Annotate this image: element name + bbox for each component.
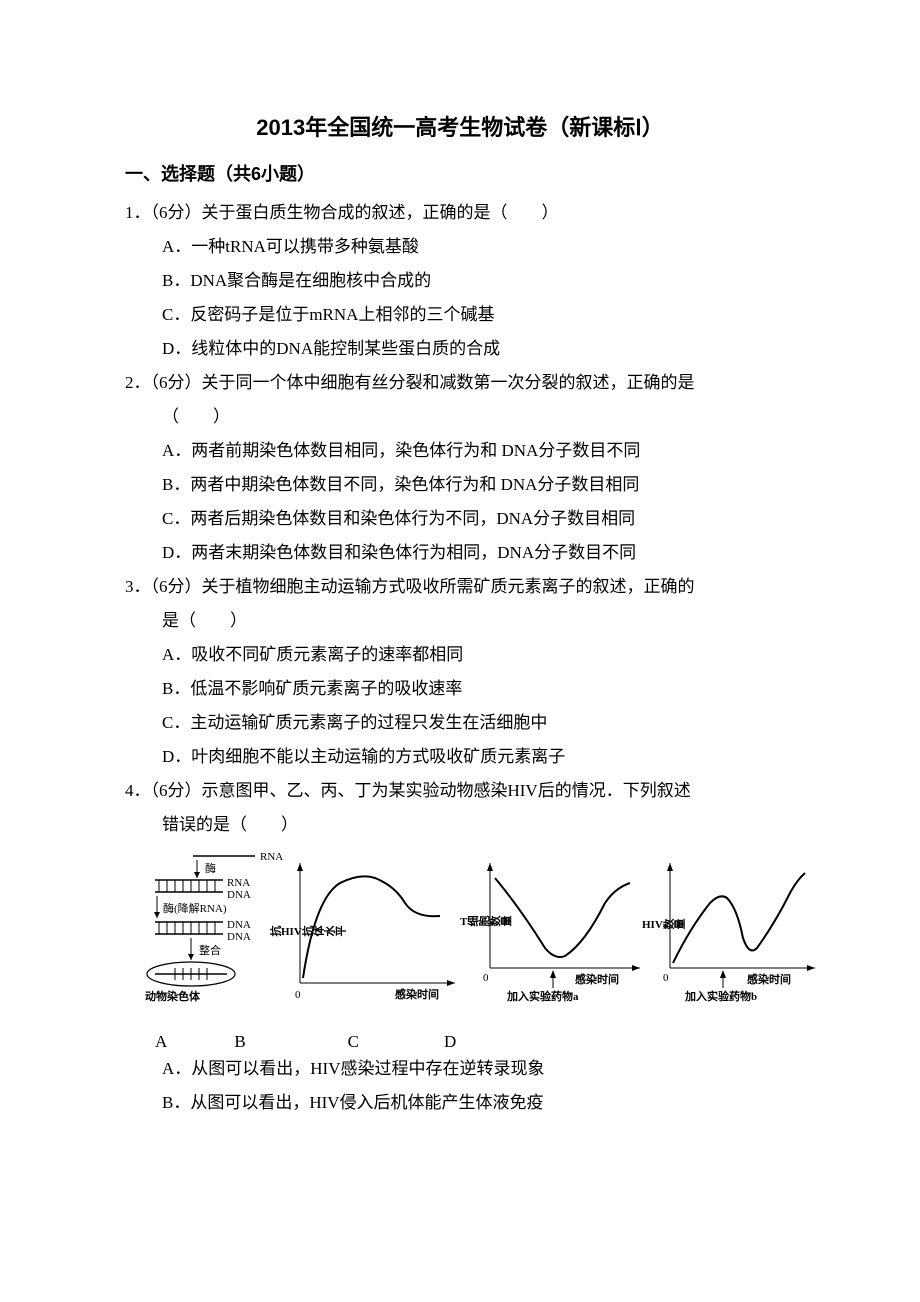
svg-text:DNA: DNA: [227, 889, 251, 901]
q3-optC: C．主动运输矿质元素离子的过程只发生在活细胞中: [125, 706, 795, 740]
svg-text:感染时间: 感染时间: [747, 972, 791, 986]
svg-text:T细胞数量: T细胞数量: [460, 916, 511, 929]
q4-stem-cont: 错误的是（ ）: [125, 808, 795, 842]
section-heading: 一、选择题（共6小题）: [125, 160, 795, 186]
q2-stem-cont: （ ）: [125, 400, 795, 434]
svg-text:0: 0: [663, 972, 669, 984]
svg-text:0: 0: [483, 972, 489, 984]
q2-optA: A．两者前期染色体数目相同，染色体行为和 DNA分子数目不同: [125, 434, 795, 468]
svg-text:HIV数量: HIV数量: [642, 919, 685, 932]
q3-optB: B．低温不影响矿质元素离子的吸收速率: [125, 672, 795, 706]
svg-text:酶(降解RNA): 酶(降解RNA): [163, 901, 227, 915]
svg-text:DNA: DNA: [227, 919, 251, 931]
q1-optD: D．线粒体中的DNA能控制某些蛋白质的合成: [125, 332, 795, 366]
svg-text:酶: 酶: [205, 862, 216, 875]
panelC: T细胞数量 0 感染时间 加入实验药物a: [460, 863, 640, 1003]
svg-text:RNA: RNA: [227, 877, 250, 889]
q4-figure: RNA 酶 RNA DN: [125, 848, 795, 1023]
q2-optB: B．两者中期染色体数目不同，染色体行为和 DNA分子数目相同: [125, 468, 795, 502]
svg-text:加入实验药物b: 加入实验药物b: [684, 989, 757, 1003]
q4-svg: RNA 酶 RNA DN: [135, 848, 815, 1018]
q1-optC: C．反密码子是位于mRNA上相邻的三个碱基: [125, 298, 795, 332]
panelD: HIV数量 0 感染时间 加入实验药物b: [642, 863, 815, 1003]
q3-stem: 3．（6分）关于植物细胞主动运输方式吸收所需矿质元素离子的叙述，正确的: [125, 570, 795, 604]
exam-title: 2013年全国统一高考生物试卷（新课标Ⅰ）: [125, 110, 795, 142]
q4-optA: A．从图可以看出，HIV感染过程中存在逆转录现象: [125, 1052, 795, 1086]
q1-optB: B．DNA聚合酶是在细胞核中合成的: [125, 264, 795, 298]
q4-stem: 4．（6分）示意图甲、乙、丙、丁为某实验动物感染HIV后的情况．下列叙述: [125, 774, 795, 808]
svg-text:整合: 整合: [199, 943, 221, 957]
q4-figure-labels: A B C D: [125, 1027, 795, 1052]
panelA: RNA 酶 RNA DN: [145, 851, 283, 1003]
q4-optB: B．从图可以看出，HIV侵入后机体能产生体液免疫: [125, 1086, 795, 1120]
svg-text:DNA: DNA: [227, 931, 251, 943]
exam-page: 2013年全国统一高考生物试卷（新课标Ⅰ） 一、选择题（共6小题） 1．（6分）…: [0, 0, 920, 1160]
q1-optA: A．一种tRNA可以携带多种氨基酸: [125, 230, 795, 264]
q1-stem: 1．（6分）关于蛋白质生物合成的叙述，正确的是（ ）: [125, 196, 795, 230]
q3-optD: D．叶肉细胞不能以主动运输的方式吸收矿质元素离子: [125, 740, 795, 774]
svg-text:抗HIV抗体水平: 抗HIV抗体水平: [269, 926, 347, 939]
q2-stem: 2．（6分）关于同一个体中细胞有丝分裂和减数第一次分裂的叙述，正确的是: [125, 366, 795, 400]
svg-text:加入实验药物a: 加入实验药物a: [506, 989, 579, 1003]
svg-text:0: 0: [295, 989, 301, 1001]
svg-text:感染时间: 感染时间: [395, 987, 439, 1001]
q2-optD: D．两者末期染色体数目和染色体行为相同，DNA分子数目不同: [125, 536, 795, 570]
q3-stem-cont: 是（ ）: [125, 604, 795, 638]
svg-text:感染时间: 感染时间: [575, 972, 619, 986]
q3-optA: A．吸收不同矿质元素离子的速率都相同: [125, 638, 795, 672]
panelB: 抗HIV抗体水平 0 感染时间: [269, 863, 455, 1001]
q2-optC: C．两者后期染色体数目和染色体行为不同，DNA分子数目相同: [125, 502, 795, 536]
svg-text:动物染色体: 动物染色体: [145, 989, 201, 1003]
svg-text:RNA: RNA: [260, 851, 283, 863]
